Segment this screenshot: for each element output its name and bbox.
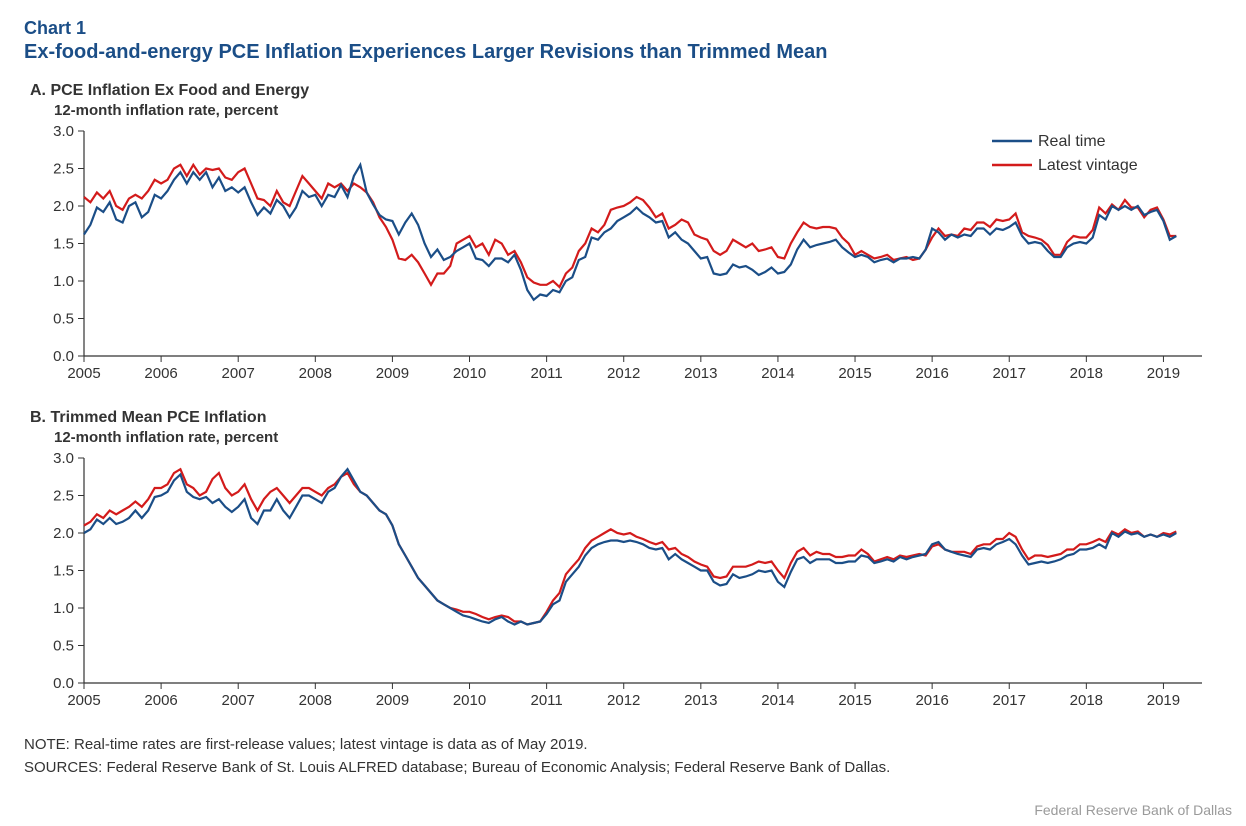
panel-b-subtitle: 12-month inflation rate, percent bbox=[54, 429, 1222, 446]
svg-text:2016: 2016 bbox=[915, 365, 948, 382]
page-root: Chart 1 Ex-food-and-energy PCE Inflation… bbox=[0, 0, 1246, 826]
svg-text:2019: 2019 bbox=[1147, 692, 1180, 709]
svg-text:2018: 2018 bbox=[1070, 365, 1103, 382]
svg-text:3.0: 3.0 bbox=[53, 450, 74, 467]
svg-text:2014: 2014 bbox=[761, 365, 794, 382]
svg-text:2016: 2016 bbox=[915, 692, 948, 709]
svg-text:2007: 2007 bbox=[222, 365, 255, 382]
svg-text:2011: 2011 bbox=[530, 692, 562, 709]
svg-text:1.0: 1.0 bbox=[53, 273, 74, 290]
svg-text:1.5: 1.5 bbox=[53, 236, 74, 253]
svg-text:2017: 2017 bbox=[993, 692, 1026, 709]
svg-text:2005: 2005 bbox=[67, 692, 100, 709]
svg-text:2.5: 2.5 bbox=[53, 161, 74, 178]
svg-text:2013: 2013 bbox=[684, 365, 717, 382]
panel-a-chart: 0.0 0.5 1.0 1.5 2.0 2.5 3.0 2005 2006 2007 2008 200… bbox=[24, 123, 1222, 398]
svg-text:2011: 2011 bbox=[530, 365, 562, 382]
attribution-text: Federal Reserve Bank of Dallas bbox=[1034, 802, 1232, 818]
svg-text:2008: 2008 bbox=[299, 365, 332, 382]
svg-text:2019: 2019 bbox=[1147, 365, 1180, 382]
chart-number: Chart 1 bbox=[24, 18, 1222, 39]
svg-text:2013: 2013 bbox=[684, 692, 717, 709]
legend-label-latest-vintage: Latest vintage bbox=[1038, 157, 1138, 174]
svg-text:2015: 2015 bbox=[838, 365, 871, 382]
svg-text:1.5: 1.5 bbox=[53, 563, 74, 580]
svg-text:0.0: 0.0 bbox=[53, 348, 74, 365]
svg-text:3.0: 3.0 bbox=[53, 123, 74, 140]
svg-text:2006: 2006 bbox=[144, 692, 177, 709]
svg-text:0.5: 0.5 bbox=[53, 311, 74, 328]
svg-text:2009: 2009 bbox=[376, 365, 409, 382]
svg-text:2014: 2014 bbox=[761, 692, 794, 709]
svg-text:2007: 2007 bbox=[222, 692, 255, 709]
svg-text:2.5: 2.5 bbox=[53, 488, 74, 505]
svg-text:2008: 2008 bbox=[299, 692, 332, 709]
note-text: NOTE: Real-time rates are first-release … bbox=[24, 736, 1222, 753]
svg-text:2006: 2006 bbox=[144, 365, 177, 382]
series-latest-vintage bbox=[84, 469, 1176, 624]
svg-text:2018: 2018 bbox=[1070, 692, 1103, 709]
svg-text:2010: 2010 bbox=[453, 365, 486, 382]
svg-text:2010: 2010 bbox=[453, 692, 486, 709]
panel-a-subtitle: 12-month inflation rate, percent bbox=[54, 102, 1222, 119]
svg-text:0.0: 0.0 bbox=[53, 675, 74, 692]
svg-text:2012: 2012 bbox=[607, 365, 640, 382]
svg-text:2005: 2005 bbox=[67, 365, 100, 382]
panel-b-chart: 0.0 0.5 1.0 1.5 2.0 2.5 3.0 2005 2006 2007 2008 200… bbox=[24, 450, 1222, 725]
panel-a-title: A. PCE Inflation Ex Food and Energy bbox=[30, 82, 1222, 100]
sources-text: SOURCES: Federal Reserve Bank of St. Lou… bbox=[24, 759, 1222, 776]
svg-text:0.5: 0.5 bbox=[53, 638, 74, 655]
series-real-time bbox=[84, 165, 1176, 300]
svg-text:2.0: 2.0 bbox=[53, 525, 74, 542]
svg-text:2017: 2017 bbox=[993, 365, 1026, 382]
svg-text:2015: 2015 bbox=[838, 692, 871, 709]
legend: Real time Latest vintage bbox=[992, 133, 1138, 174]
svg-text:1.0: 1.0 bbox=[53, 600, 74, 617]
svg-text:2.0: 2.0 bbox=[53, 198, 74, 215]
svg-text:2009: 2009 bbox=[376, 692, 409, 709]
svg-text:2012: 2012 bbox=[607, 692, 640, 709]
chart-title: Ex-food-and-energy PCE Inflation Experie… bbox=[24, 41, 1222, 64]
panel-b-title: B. Trimmed Mean PCE Inflation bbox=[30, 409, 1222, 427]
legend-label-real-time: Real time bbox=[1038, 133, 1106, 150]
